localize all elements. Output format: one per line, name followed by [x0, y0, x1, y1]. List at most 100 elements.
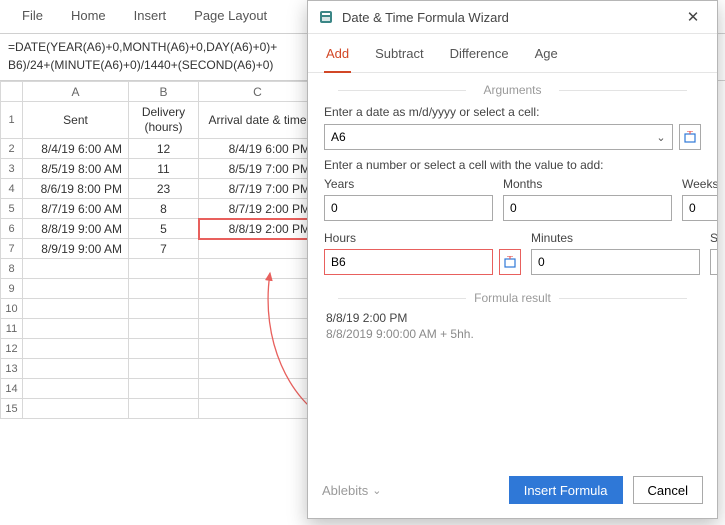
cell[interactable] — [129, 259, 199, 279]
cell[interactable]: 8/8/19 9:00 AM — [23, 219, 129, 239]
weeks-input[interactable] — [683, 196, 717, 220]
cell[interactable]: 8/9/19 9:00 AM — [23, 239, 129, 259]
cell[interactable] — [199, 359, 317, 379]
dialog-titlebar: Date & Time Formula Wizard ✕ — [308, 1, 717, 34]
minutes-input[interactable] — [532, 250, 699, 274]
row-header[interactable]: 1 — [1, 102, 23, 139]
tab-difference[interactable]: Difference — [448, 42, 511, 72]
ribbon-tab-pagelayout[interactable]: Page Layout — [194, 8, 267, 23]
cell[interactable] — [129, 359, 199, 379]
row-header[interactable]: 5 — [1, 199, 23, 219]
tab-subtract[interactable]: Subtract — [373, 42, 425, 72]
cell[interactable]: 8/6/19 8:00 PM — [23, 179, 129, 199]
row-header[interactable]: 4 — [1, 179, 23, 199]
row-header[interactable]: 15 — [1, 399, 23, 419]
cell[interactable]: 12 — [129, 139, 199, 159]
header-delivery[interactable]: Delivery (hours) — [129, 102, 199, 139]
cell[interactable]: 8/4/19 6:00 AM — [23, 139, 129, 159]
cell[interactable] — [129, 339, 199, 359]
result-main: 8/8/19 2:00 PM — [326, 311, 699, 325]
row-header[interactable]: 7 — [1, 239, 23, 259]
col-header-b[interactable]: B — [129, 82, 199, 102]
cell[interactable]: 8/7/19 6:00 AM — [23, 199, 129, 219]
brand-label[interactable]: Ablebits ⌄ — [322, 483, 499, 498]
cell[interactable]: 8/7/19 7:00 PM — [199, 179, 317, 199]
sheet-table[interactable]: A B C 1 Sent Delivery (hours) Arrival da… — [0, 81, 317, 419]
insert-formula-button[interactable]: Insert Formula — [509, 476, 623, 504]
row-header[interactable]: 14 — [1, 379, 23, 399]
months-label: Months — [503, 177, 672, 191]
years-label: Years — [324, 177, 493, 191]
hours-cell-picker-icon[interactable] — [499, 249, 521, 275]
row-header[interactable]: 2 — [1, 139, 23, 159]
cell[interactable] — [199, 239, 317, 259]
cell[interactable]: 7 — [129, 239, 199, 259]
cell[interactable] — [23, 359, 129, 379]
cell[interactable]: 8/7/19 2:00 PM — [199, 199, 317, 219]
date-input[interactable] — [325, 125, 650, 149]
ribbon-tab-home[interactable]: Home — [71, 8, 106, 23]
cell[interactable]: 8/8/19 2:00 PM — [199, 219, 317, 239]
cell[interactable]: 8/5/19 8:00 AM — [23, 159, 129, 179]
cell[interactable] — [129, 379, 199, 399]
close-icon[interactable]: ✕ — [679, 8, 707, 26]
cancel-button[interactable]: Cancel — [633, 476, 703, 504]
cell[interactable] — [129, 279, 199, 299]
header-arrival[interactable]: Arrival date & time — [199, 102, 317, 139]
row-header[interactable]: 8 — [1, 259, 23, 279]
cell[interactable] — [199, 379, 317, 399]
cell[interactable] — [199, 399, 317, 419]
cell[interactable] — [23, 259, 129, 279]
brand-text: Ablebits — [322, 483, 368, 498]
cell[interactable] — [199, 279, 317, 299]
cell[interactable] — [23, 399, 129, 419]
years-input[interactable] — [325, 196, 492, 220]
hours-input[interactable] — [325, 250, 492, 274]
cell[interactable] — [129, 299, 199, 319]
cell[interactable] — [199, 339, 317, 359]
cell[interactable] — [23, 319, 129, 339]
chevron-down-icon: ⌄ — [372, 484, 381, 497]
cell[interactable]: 8/4/19 6:00 PM — [199, 139, 317, 159]
col-header-a[interactable]: A — [23, 82, 129, 102]
cell[interactable] — [129, 399, 199, 419]
months-input[interactable] — [504, 196, 671, 220]
row-header[interactable]: 9 — [1, 279, 23, 299]
cell[interactable] — [199, 259, 317, 279]
date-prompt: Enter a date as m/d/yyyy or select a cel… — [324, 105, 701, 119]
row-header[interactable]: 10 — [1, 299, 23, 319]
row-header[interactable]: 3 — [1, 159, 23, 179]
cell[interactable] — [199, 319, 317, 339]
ribbon-tab-file[interactable]: File — [22, 8, 43, 23]
seconds-input[interactable] — [711, 250, 717, 274]
cell[interactable] — [129, 319, 199, 339]
header-sent[interactable]: Sent — [23, 102, 129, 139]
tab-add[interactable]: Add — [324, 42, 351, 73]
ribbon-tab-insert[interactable]: Insert — [134, 8, 167, 23]
cell[interactable] — [23, 279, 129, 299]
cell[interactable]: 11 — [129, 159, 199, 179]
table-row: 28/4/19 6:00 AM128/4/19 6:00 PM — [1, 139, 317, 159]
cell-picker-icon[interactable] — [679, 124, 701, 150]
table-row: 68/8/19 9:00 AM58/8/19 2:00 PM — [1, 219, 317, 239]
cell[interactable] — [23, 339, 129, 359]
cell[interactable] — [23, 299, 129, 319]
col-header-c[interactable]: C — [199, 82, 317, 102]
cell[interactable] — [23, 379, 129, 399]
cell[interactable]: 8 — [129, 199, 199, 219]
tab-age[interactable]: Age — [533, 42, 560, 72]
row-header[interactable]: 13 — [1, 359, 23, 379]
weeks-label: Weeks — [682, 177, 717, 191]
chevron-down-icon[interactable]: ⌄ — [650, 131, 672, 144]
corner-cell[interactable] — [1, 82, 23, 102]
cell[interactable] — [199, 299, 317, 319]
dialog-tabs: Add Subtract Difference Age — [308, 34, 717, 73]
cell[interactable]: 23 — [129, 179, 199, 199]
row-header[interactable]: 11 — [1, 319, 23, 339]
cell[interactable]: 8/5/19 7:00 PM — [199, 159, 317, 179]
result-sub: 8/8/2019 9:00:00 AM + 5hh. — [326, 327, 699, 341]
cell[interactable]: 5 — [129, 219, 199, 239]
row-header[interactable]: 6 — [1, 219, 23, 239]
wizard-icon — [318, 9, 334, 25]
row-header[interactable]: 12 — [1, 339, 23, 359]
